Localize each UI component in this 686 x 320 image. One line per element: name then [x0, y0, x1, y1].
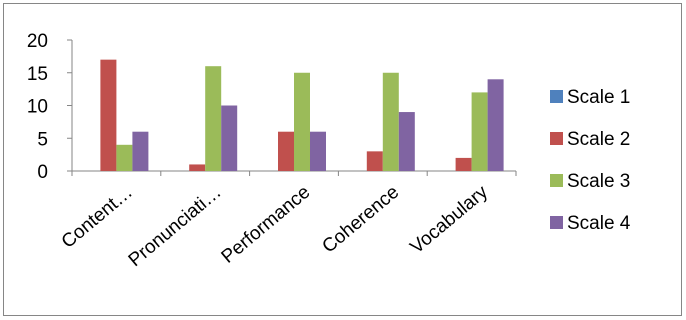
bar-scale-2-3	[278, 131, 294, 171]
bar-scale-3-2	[205, 66, 222, 171]
x-category-label: Coherence	[318, 182, 403, 258]
legend-label: Scale 1	[567, 87, 630, 108]
bar-scale-4-3	[310, 131, 326, 171]
legend-label: Scale 4	[567, 213, 631, 234]
legend-item: Scale 3	[550, 171, 630, 192]
bar-scale-4-4	[398, 112, 415, 171]
legend: Scale 1 Scale 2 Scale 3 Scale 4	[550, 87, 631, 234]
plot-area: 0 5 10 15 20 Content…Pronunciati…Performance C…	[27, 31, 517, 271]
legend-swatch	[550, 132, 563, 145]
bar-scale-4-5	[487, 79, 504, 171]
bar-scale-2-4	[366, 151, 383, 171]
bar-scale-4-2	[221, 105, 238, 171]
legend-swatch	[550, 90, 563, 103]
bar-scale-4-1	[132, 131, 149, 171]
legend-label: Scale 2	[567, 129, 630, 150]
legend-swatch	[550, 216, 563, 229]
x-category-label: Vocabulary	[406, 181, 492, 258]
y-tick-label: 15	[27, 64, 48, 85]
y-tick-label: 5	[37, 129, 48, 150]
bar-scale-3-1	[116, 144, 133, 171]
bar-scale-3-3	[294, 72, 310, 171]
bar-scale-2-2	[189, 164, 206, 171]
bar-scale-3-5	[471, 92, 488, 171]
bar-scale-2-1	[100, 59, 117, 171]
y-tick-label: 0	[37, 162, 48, 183]
y-tick-label: 10	[27, 97, 48, 118]
x-category-label: Content…	[58, 182, 137, 253]
legend-item: Scale 2	[550, 129, 630, 150]
x-category-label: Pronunciati…	[125, 182, 226, 271]
legend-label: Scale 3	[567, 171, 630, 192]
legend-item: Scale 4	[550, 213, 631, 234]
y-tick-label: 20	[27, 31, 48, 52]
legend-item: Scale 1	[550, 87, 630, 108]
legend-swatch	[550, 174, 563, 187]
bar-scale-2-5	[455, 157, 472, 171]
x-category-label: Performance	[218, 182, 315, 268]
bar-scale-3-4	[382, 72, 399, 171]
